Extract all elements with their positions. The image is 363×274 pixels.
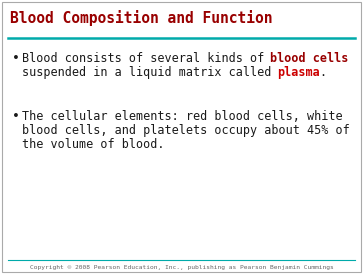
Text: Copyright © 2008 Pearson Education, Inc., publishing as Pearson Benjamin Cumming: Copyright © 2008 Pearson Education, Inc.…: [30, 264, 333, 270]
Text: Blood consists of several kinds of: Blood consists of several kinds of: [22, 52, 272, 65]
Text: •: •: [12, 110, 20, 123]
Text: Blood Composition and Function: Blood Composition and Function: [10, 10, 273, 26]
Text: suspended in a liquid matrix called: suspended in a liquid matrix called: [22, 66, 278, 79]
Text: .: .: [319, 66, 327, 79]
Text: plasma: plasma: [277, 66, 320, 79]
Text: The cellular elements: red blood cells, white: The cellular elements: red blood cells, …: [22, 110, 343, 123]
Text: •: •: [12, 52, 20, 65]
Text: the volume of blood.: the volume of blood.: [22, 138, 164, 151]
Text: blood cells, and platelets occupy about 45% of: blood cells, and platelets occupy about …: [22, 124, 350, 137]
Text: blood cells: blood cells: [270, 52, 348, 65]
